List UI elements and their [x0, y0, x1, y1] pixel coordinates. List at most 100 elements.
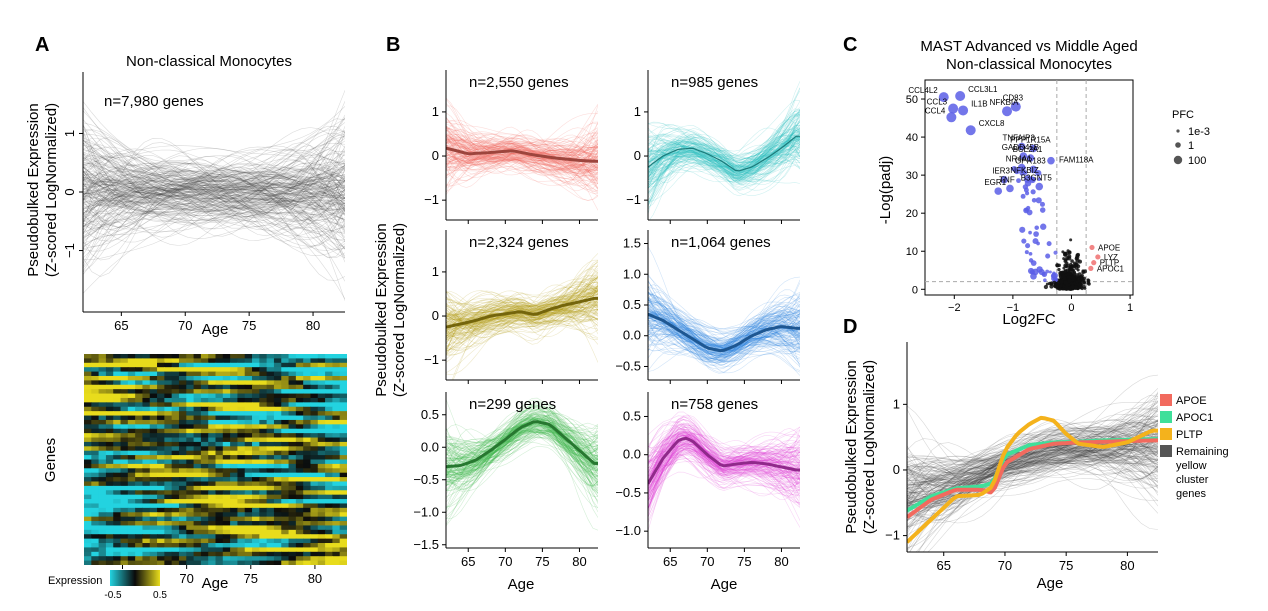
- panel-b6-trajectory: [648, 437, 800, 510]
- heatmap-cell: [339, 393, 347, 399]
- heatmap-cell: [288, 503, 297, 509]
- heatmap-cell: [120, 402, 129, 408]
- heatmap-cell: [127, 543, 136, 549]
- heatmap-cell: [244, 371, 253, 377]
- panel-a-trajectory: [83, 182, 345, 214]
- panel-b3-trajectory: [446, 291, 598, 333]
- volcano-point: [1087, 282, 1091, 286]
- heatmap-cell: [252, 477, 260, 483]
- heatmap-cell: [135, 437, 144, 443]
- heatmap-cell: [186, 415, 195, 421]
- heatmap-cell: [332, 455, 341, 461]
- panel-b1-trajectory: [446, 136, 598, 156]
- panel-a-trajectory: [83, 180, 345, 203]
- heatmap-cell: [303, 424, 312, 430]
- heatmap-cell: [120, 481, 129, 487]
- panel-b5-trajectory: [446, 420, 598, 478]
- heatmap-cell: [186, 529, 195, 535]
- panel-b1-trajectory: [446, 161, 598, 201]
- heatmap-cell: [222, 389, 231, 395]
- panel-b5-x-tick-label: 65: [461, 554, 475, 569]
- heatmap-cell: [105, 503, 114, 509]
- panel-a-trajectory: [83, 159, 345, 210]
- panel-d-y-label-line2: (Z-scored LogNormalized): [861, 360, 878, 534]
- panel-b3-trajectory: [446, 298, 598, 355]
- heatmap-cell: [178, 481, 187, 487]
- panel-b1-trajectory: [446, 148, 598, 186]
- heatmap-cell: [113, 446, 122, 452]
- heatmap-cell: [237, 375, 246, 381]
- heatmap-cell: [230, 415, 239, 421]
- heatmap-cell: [127, 358, 136, 364]
- heatmap-cell: [266, 433, 275, 439]
- panel-a-trajectory: [83, 188, 345, 234]
- panel-a-trajectory: [83, 162, 345, 216]
- volcano-point: [1077, 275, 1081, 279]
- heatmap-cell: [281, 362, 290, 368]
- panel-b1-trajectory: [446, 137, 598, 185]
- heatmap-cell: [222, 375, 231, 381]
- panel-a-trajectory: [83, 165, 345, 195]
- heatmap-cell: [178, 525, 187, 531]
- heatmap-cell: [266, 481, 275, 487]
- heatmap-cell: [84, 424, 92, 430]
- heatmap-cell: [222, 481, 231, 487]
- heatmap-cell: [113, 455, 122, 461]
- heatmap-cell: [310, 375, 319, 381]
- heatmap-cell: [157, 406, 165, 412]
- heatmap-cell: [208, 525, 217, 531]
- panel-b1-trajectory: [446, 138, 598, 171]
- panel-b1-trajectory: [446, 137, 598, 169]
- heatmap-cell: [237, 424, 246, 430]
- heatmap-cell: [237, 459, 246, 465]
- panel-b4-trajectory: [648, 315, 800, 363]
- panel-b1-trajectory: [446, 136, 598, 154]
- heatmap-cell: [208, 389, 217, 395]
- panel-a-trajectory: [83, 157, 345, 199]
- heatmap-cell: [120, 433, 129, 439]
- heatmap-cell: [98, 512, 107, 518]
- heatmap-cell: [127, 459, 136, 465]
- heatmap-cell: [317, 446, 326, 452]
- heatmap-cell: [164, 362, 173, 368]
- panel-b1-trajectory: [446, 123, 598, 192]
- panel-b1-trajectory: [446, 113, 598, 159]
- panel-b5-trajectory: [446, 417, 598, 485]
- panel-a-trajectory: [83, 167, 345, 204]
- heatmap-cell: [208, 375, 217, 381]
- heatmap-cell: [230, 560, 239, 565]
- heatmap-cell: [310, 534, 319, 540]
- heatmap-cell: [215, 402, 224, 408]
- panel-a-trajectory: [83, 164, 345, 227]
- panel-b2-trajectory: [648, 87, 800, 161]
- heatmap-cell: [237, 551, 246, 557]
- heatmap-cell: [339, 455, 347, 461]
- panel-a-trajectory: [83, 162, 345, 208]
- heatmap-cell: [288, 538, 297, 544]
- heatmap-cell: [252, 375, 260, 381]
- panel-b3-trajectory: [446, 303, 598, 333]
- panel-d-trajectory: [907, 420, 1158, 505]
- heatmap-cell: [281, 441, 290, 447]
- panel-b3-trajectory: [446, 282, 598, 335]
- heatmap-cell: [91, 393, 100, 399]
- heatmap-cell: [332, 463, 341, 469]
- panel-b6-x-tick-label: 75: [737, 554, 751, 569]
- volcano-point-ppp1r15a: [1029, 144, 1038, 153]
- heatmap-cell: [149, 415, 158, 421]
- heatmap-cell: [244, 481, 253, 487]
- heatmap-cell: [259, 472, 268, 478]
- volcano-point: [1063, 276, 1067, 281]
- heatmap-cell: [244, 433, 253, 439]
- heatmap-cell: [259, 371, 268, 377]
- panel-b4-trajectory: [648, 308, 800, 356]
- panel-a-trajectory: [83, 184, 345, 214]
- panel-a-trajectory: [83, 179, 345, 206]
- heatmap-cell: [281, 490, 290, 496]
- heatmap-cell: [339, 354, 347, 359]
- panel-a-x-label: Age: [202, 321, 229, 338]
- heatmap-cell: [310, 481, 319, 487]
- heatmap-cell: [200, 389, 209, 395]
- heatmap-cell: [273, 472, 282, 478]
- heatmap-cell: [222, 424, 231, 430]
